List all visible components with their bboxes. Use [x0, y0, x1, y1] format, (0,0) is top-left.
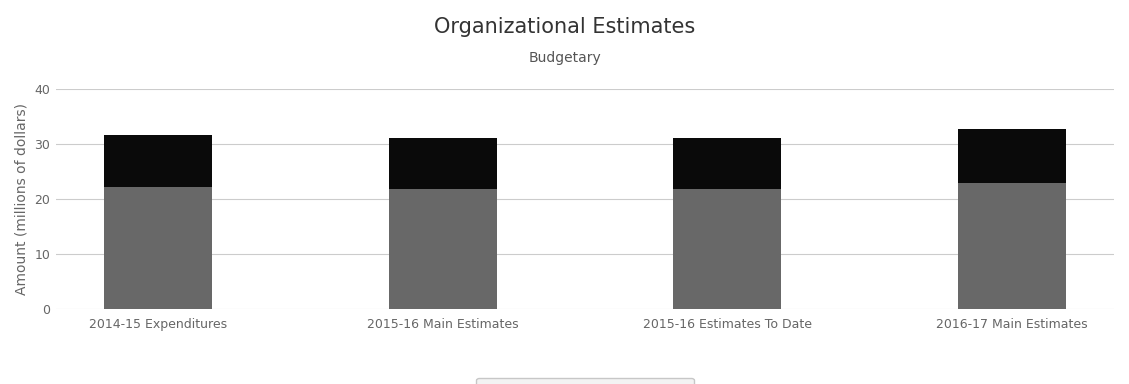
Bar — [673, 138, 781, 189]
Bar — [957, 183, 1066, 309]
Bar — [388, 138, 497, 189]
Bar — [104, 135, 212, 187]
Bar — [104, 187, 212, 309]
Bar — [957, 129, 1066, 183]
Text: Organizational Estimates: Organizational Estimates — [434, 17, 695, 37]
Y-axis label: Amount (millions of dollars): Amount (millions of dollars) — [15, 103, 29, 295]
Bar — [388, 189, 497, 309]
Legend: Total Statutory, Voted: Total Statutory, Voted — [476, 377, 694, 384]
Bar — [673, 189, 781, 309]
Text: Budgetary: Budgetary — [528, 51, 601, 65]
